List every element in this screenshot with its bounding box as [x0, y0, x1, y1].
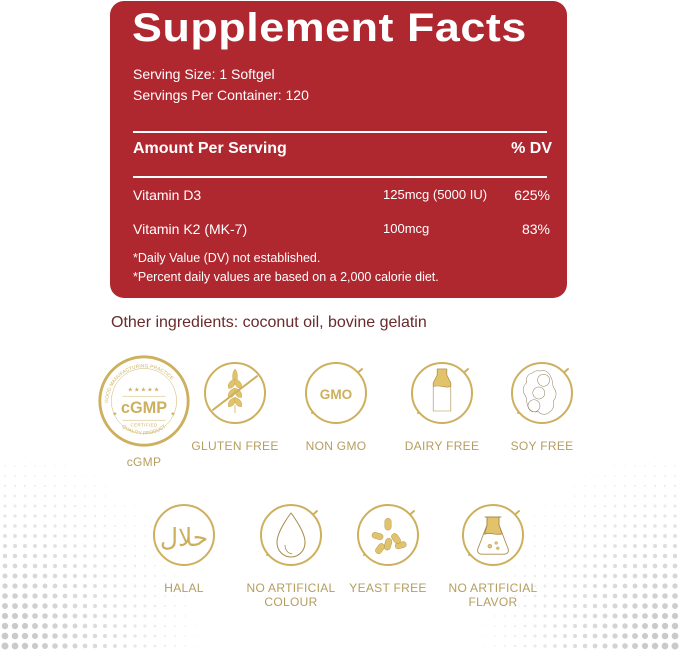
svg-text:★: ★ [112, 411, 117, 417]
svg-text:CERTIFIED: CERTIFIED [131, 422, 158, 427]
svg-text:GMO: GMO [320, 387, 352, 402]
svg-text:cGMP: cGMP [121, 399, 167, 417]
svg-text:★★★★★: ★★★★★ [128, 386, 161, 393]
svg-text:حلال: حلال [160, 525, 208, 552]
svg-text:★: ★ [170, 411, 175, 417]
